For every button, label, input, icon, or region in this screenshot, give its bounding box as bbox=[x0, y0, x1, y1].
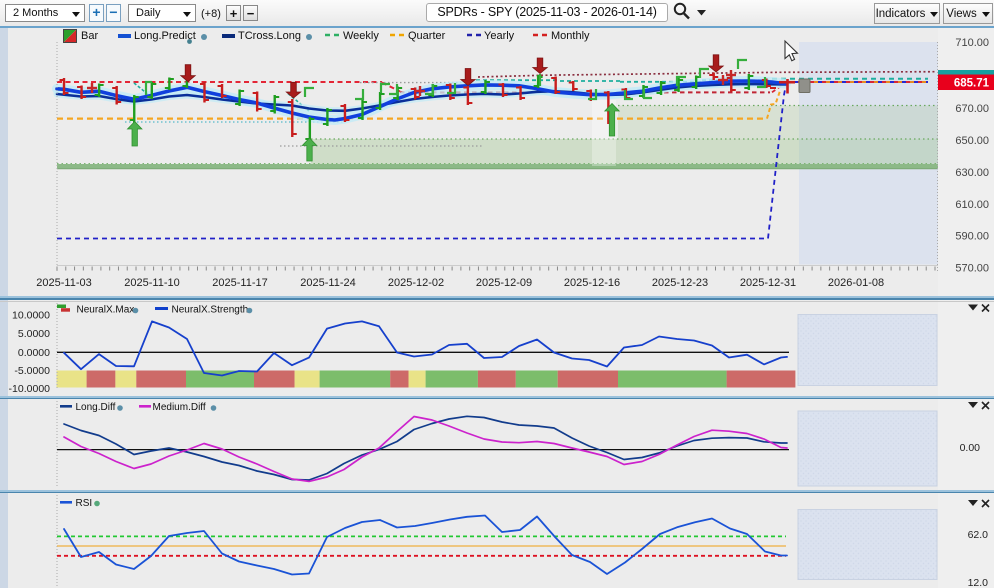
svg-text:610.00: 610.00 bbox=[955, 199, 989, 211]
svg-text:2025-11-10: 2025-11-10 bbox=[124, 277, 179, 289]
svg-text:Medium.Diff: Medium.Diff bbox=[153, 402, 206, 413]
svg-text:5.0000: 5.0000 bbox=[18, 328, 50, 340]
svg-text:590.00: 590.00 bbox=[955, 231, 989, 243]
svg-text:2025-12-09: 2025-12-09 bbox=[476, 277, 532, 289]
svg-text:Long.Diff: Long.Diff bbox=[76, 402, 116, 413]
svg-text:710.00: 710.00 bbox=[955, 37, 989, 49]
svg-text:2025-12-16: 2025-12-16 bbox=[564, 277, 620, 289]
svg-text:-10.0000: -10.0000 bbox=[9, 383, 51, 395]
svg-text:2026-01-08: 2026-01-08 bbox=[828, 277, 884, 289]
svg-text:62.0: 62.0 bbox=[968, 529, 989, 541]
svg-text:670.00: 670.00 bbox=[955, 103, 989, 115]
svg-text:650.00: 650.00 bbox=[955, 135, 989, 147]
svg-text:0.0000: 0.0000 bbox=[18, 347, 50, 359]
svg-text:2025-11-17: 2025-11-17 bbox=[212, 277, 267, 289]
svg-text:2025-11-03: 2025-11-03 bbox=[36, 277, 91, 289]
svg-text:12.0: 12.0 bbox=[968, 577, 989, 588]
svg-text:2025-12-02: 2025-12-02 bbox=[388, 277, 444, 289]
svg-text:RSI: RSI bbox=[76, 498, 93, 509]
svg-text:NeuralX.Max: NeuralX.Max bbox=[77, 305, 135, 316]
svg-text:0.00: 0.00 bbox=[960, 442, 981, 454]
svg-text:2025-12-23: 2025-12-23 bbox=[652, 277, 708, 289]
svg-text:-5.0000: -5.0000 bbox=[14, 365, 50, 377]
svg-text:570.00: 570.00 bbox=[955, 263, 989, 275]
svg-text:630.00: 630.00 bbox=[955, 167, 989, 179]
svg-text:685.71: 685.71 bbox=[954, 78, 990, 90]
svg-text:2025-11-24: 2025-11-24 bbox=[300, 277, 355, 289]
svg-text:10.0000: 10.0000 bbox=[12, 310, 50, 322]
svg-text:2025-12-31: 2025-12-31 bbox=[740, 277, 796, 289]
svg-text:NeuralX.Strength: NeuralX.Strength bbox=[172, 305, 249, 316]
